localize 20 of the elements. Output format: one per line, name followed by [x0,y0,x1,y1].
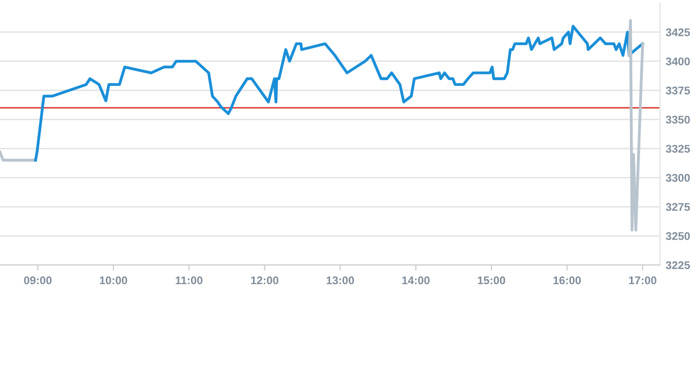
y-tick-label: 3375 [666,86,690,94]
line-series [34,24,644,162]
y-tick-label: 3275 [666,203,690,211]
x-tick-label: 09:00 [24,276,52,284]
x-tick-label: 17:00 [629,276,656,284]
y-tick-label: 3300 [666,174,690,182]
x-tick-label: 11:00 [176,276,202,284]
x-tick-label: 15:00 [478,276,506,284]
x-tick-label: 12:00 [251,276,278,284]
x-tick-label: 13:00 [326,276,354,284]
y-tick-label: 3250 [666,232,690,240]
line-series [628,19,644,232]
y-tick-label: 3225 [666,261,690,270]
x-tick-label: 10:00 [100,276,128,284]
x-tick-label: 16:00 [554,276,581,284]
y-tick-label: 3425 [666,28,690,36]
y-tick-label: 3325 [666,144,690,153]
y-tick-label: 3350 [666,116,690,124]
x-tick-label: 14:00 [402,276,430,284]
y-tick-label: 3400 [666,57,690,66]
